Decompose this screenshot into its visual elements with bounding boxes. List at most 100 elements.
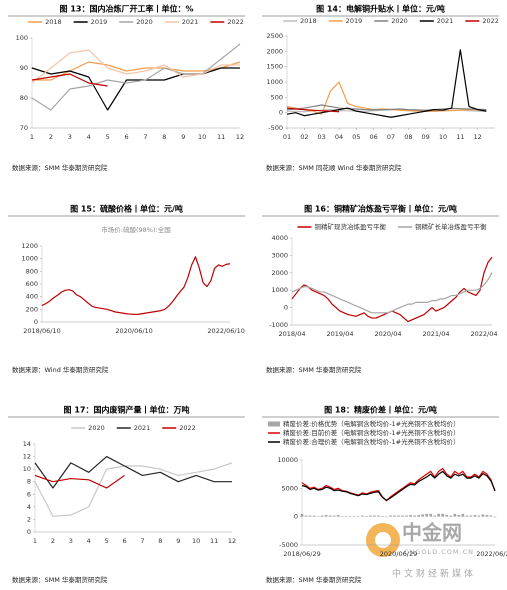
y-tick-label: -500 [268,124,283,132]
bar [372,515,376,517]
source-note: 数据来源：SMM 华泰期货研究院 [266,365,362,374]
chart-title: 图 18：精废价差丨单位：元/吨 [324,405,437,415]
x-tick-label: 2022/04 [470,330,497,338]
series-line [286,107,340,113]
bar [377,515,380,517]
x-tick-label: 6 [124,133,128,141]
x-tick-label: 05 [352,133,360,141]
legend: 2018 2019 2020 2021 2022 [283,17,499,25]
bar [409,514,412,517]
y-tick-label: 1000 [266,78,283,86]
y-tick-label: 4 [27,503,31,511]
y-tick-label: 2500 [266,32,283,40]
legend-label: 2019 [346,17,363,25]
x-tick-label: 9 [176,537,180,545]
x-tick-label: 12 [236,133,244,141]
y-tick-label: 14 [23,440,31,448]
x-tick-label: 4 [87,537,91,545]
legend-label: 精废价差:合理价差（电解铜含税均价-1#光亮铜不含税均价） [283,437,460,446]
bar [340,516,344,517]
y-tick-label: 90 [20,64,28,72]
bar [304,515,308,517]
legend: 2020 2021 2022 [71,424,196,432]
y-tick-label: 400 [26,293,38,301]
legend: 铜精矿现货冶炼盈亏平衡 铜精矿长单冶炼盈亏平衡 [297,222,487,231]
source-note: 数据来源：SMM 同花顺 Wind 华泰期货研究院 [266,163,402,172]
y-tick-label: 0 [27,528,31,536]
x-tick-label: 2 [49,133,53,141]
x-tick-label: 10 [198,133,206,141]
legend-label: 铜精矿长单冶炼盈亏平衡 [415,222,487,231]
x-tick-label: 10 [439,133,447,141]
series-line [31,43,241,111]
bar [344,516,348,517]
x-tick-label: 2021/04 [422,330,449,338]
bar [364,516,368,517]
x-tick-label: 03 [318,133,326,141]
y-tick-label: 2000 [266,47,283,55]
x-tick-label: 2020/04 [374,330,401,338]
bar [481,514,485,517]
y-tick-label: 3000 [271,251,288,259]
legend-label: 2022 [227,18,244,26]
bar [328,515,332,517]
legend-label: 2021 [182,18,199,26]
bar [308,515,312,517]
legend-swatch [268,421,280,427]
legend-label: 2019 [91,18,108,26]
legend-label: 精废价差:价格优势（电解铜含税均价-1#光亮铜不含税均价） [283,419,460,428]
legend-label: 2021 [437,17,454,25]
legend-label: 2022 [482,17,499,25]
x-tick-label: 7 [143,133,147,141]
bar [449,515,453,517]
bar [469,515,473,517]
x-tick-label: 5 [106,133,110,141]
x-tick-label: 3 [68,133,72,141]
y-tick-label: 4000 [271,234,288,242]
bar [385,516,388,518]
x-tick-label: 6 [122,537,126,545]
bar [316,516,320,517]
bar [389,515,392,517]
bar [429,513,433,517]
x-tick-label: 2018/04 [278,330,305,338]
x-tick-label: 09 [422,133,430,141]
bar [493,516,497,518]
series-line [34,474,125,489]
x-tick-label: 11 [456,133,464,141]
series-line [301,470,496,501]
bar [381,516,384,517]
legend: 精废价差:价格优势（电解铜含税均价-1#光亮铜不含税均价）精废价差:目前价差（电… [268,419,460,446]
y-tick-label: 10000 [277,456,298,464]
y-tick-label: -5000 [279,541,298,549]
series-line [34,462,233,517]
y-tick-label: 1000 [271,286,288,294]
logo: 中金网 CNGOLD.COM.CN 中文财经新媒体 [366,521,473,580]
bar [360,515,364,517]
bar [356,516,360,517]
chart-title: 图 14：电解铜升贴水丨单位：元/吨 [316,4,445,14]
x-tick-label: 2018/06/10 [23,327,60,335]
bar [461,513,465,517]
x-tick-label: 4 [87,133,91,141]
chart-title: 图 15：硫酸价格丨单位：元/吨 [70,204,183,214]
bar [324,514,328,517]
bar [417,514,420,517]
y-tick-label: 2000 [271,269,288,277]
series-line [31,73,108,87]
y-tick-label: -1000 [269,321,288,329]
x-tick-label: 9 [181,133,185,141]
y-tick-label: 0 [279,109,283,117]
series-line [34,455,232,489]
x-tick-label: 3 [69,537,73,545]
x-tick-label: 2022/06/29 [476,550,507,558]
y-tick-label: 80 [20,94,28,102]
x-tick-label: 06 [370,133,378,141]
chart-subtitle: 市场价:硫酸(98%):全国 [101,225,170,234]
chart-title: 图 17：国内废铜产量丨单位：万吨 [64,405,190,415]
x-tick-label: 02 [300,133,308,141]
bar [433,515,437,517]
bar [352,516,356,517]
legend-label: 铜精矿现货冶炼盈亏平衡 [315,222,387,231]
